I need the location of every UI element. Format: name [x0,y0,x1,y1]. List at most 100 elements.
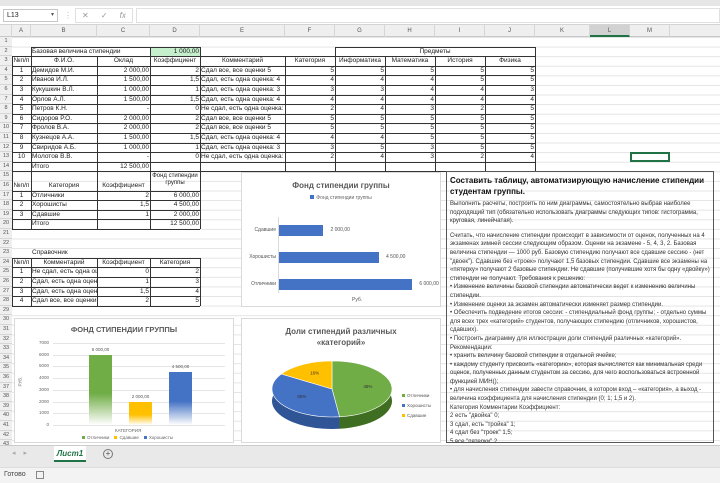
table-cell[interactable]: 3 [330,86,334,93]
table-cell[interactable]: 5 [530,66,534,74]
reference-cell[interactable]: 5 [195,297,199,305]
column-header-H[interactable]: H [385,25,435,37]
row-header-37[interactable]: 37 [0,382,12,393]
column-header-E[interactable]: E [200,25,285,37]
column-header-D[interactable]: D [150,25,200,37]
fund-table-cell[interactable]: 2 000,00 [173,210,199,218]
fund-table-header[interactable]: Категория [48,182,80,189]
table-cell[interactable]: 4 [380,153,384,161]
row-header-14[interactable]: 14 [0,161,12,172]
column-header-F[interactable]: F [285,25,335,37]
base-stipend-value[interactable]: 1 000,00 [150,46,200,57]
add-sheet-icon[interactable]: + [103,449,113,459]
table-cell[interactable]: 5 [530,105,534,113]
row-header-27[interactable]: 27 [0,286,12,297]
table-cell[interactable]: Петров К.Н. [32,105,68,113]
table-cell[interactable]: 2 [330,153,334,161]
row-header-36[interactable]: 36 [0,373,12,383]
reference-header[interactable]: Коэффициент [102,258,145,266]
column-header-A[interactable]: A [12,25,31,37]
table-cell[interactable]: 5 [330,124,334,132]
reference-title[interactable]: Справочник [32,249,68,257]
table-cell[interactable]: 1,5 [189,95,199,103]
column-header-L[interactable]: L [590,25,630,37]
table-cell[interactable]: 3 [530,86,534,93]
table-cell[interactable]: Сдал, есть одна оценка: 3 [201,86,281,93]
table-cell[interactable]: 5 [530,76,534,84]
table-cell[interactable]: 4 [380,95,384,103]
table-cell[interactable]: 3 [19,86,24,93]
reference-cell[interactable]: 0 [145,268,149,276]
table-cell[interactable]: 3 [330,143,334,151]
row-header-12[interactable]: 12 [0,142,12,153]
table-cell[interactable]: Не сдал, есть одна оценка: 2 [201,153,285,161]
table-cell[interactable]: 3 [430,105,434,113]
bar[interactable] [89,354,112,425]
table-cell[interactable]: Орлов А.Л. [32,95,66,103]
task-textbox[interactable]: Составить таблицу, автоматизирующую начи… [446,171,714,443]
table-cell[interactable]: 2 [19,76,24,84]
reference-cell[interactable]: Сдал все, все оценки 5 [32,297,97,305]
table-cell[interactable]: 3 [430,143,434,151]
table-header[interactable]: Коэффициент [153,57,197,65]
reference-cell[interactable]: 2 [19,278,24,285]
fund-total-value[interactable]: 12 500,00 [170,220,199,228]
table-header[interactable]: Физика [499,57,521,65]
row-header-16[interactable]: 16 [0,181,12,191]
table-cell[interactable]: 2 [195,114,199,122]
bar[interactable] [279,225,324,236]
table-cell[interactable]: 9 [19,143,24,151]
macro-record-icon[interactable] [36,471,44,479]
table-cell[interactable]: 4 [380,134,384,141]
fund-table-cell[interactable]: 1 [145,210,149,218]
table-cell[interactable]: 5 [380,143,384,151]
table-cell[interactable]: 4 [430,86,434,93]
table-header[interactable]: Информатика [339,57,381,65]
fund-table-cell[interactable]: 6 000,00 [173,191,199,199]
table-header[interactable]: №п/п [13,57,30,65]
bar[interactable] [169,372,192,425]
row-header-40[interactable]: 40 [0,411,12,421]
table-cell[interactable]: 4 [330,134,334,141]
table-cell[interactable]: 1 000,00 [123,143,149,151]
sheet-tab-list1[interactable]: Лист1 [54,446,86,462]
row-header-1[interactable]: 1 [0,37,12,47]
chart-horizontal-bar[interactable]: Фонд стипендии группы Фонд стипендии груп… [241,172,441,307]
column-header-J[interactable]: J [485,25,535,37]
table-cell[interactable]: 1,5 [189,134,199,141]
table-cell[interactable]: 5 [380,114,384,122]
bar[interactable] [279,252,379,263]
table-cell[interactable]: Сдал все, все оценки 5 [201,66,271,74]
column-header-I[interactable]: I [435,25,485,37]
table-cell[interactable]: Кукушкин В.Л. [32,86,75,93]
table-cell[interactable]: 1 000,00 [123,86,149,93]
fund-table-header[interactable]: Коэффициент [102,182,145,189]
fund-table-cell[interactable]: 4 500,00 [173,201,199,209]
table-cell[interactable]: Иванов И.Л. [32,76,69,84]
row-header-11[interactable]: 11 [0,133,12,143]
table-cell[interactable]: 4 [430,76,434,84]
table-cell[interactable]: 2 [330,105,334,113]
reference-cell[interactable]: 1 [19,268,24,276]
table-cell[interactable]: 5 [530,124,534,132]
table-cell[interactable]: Сдал, есть одна оценка: 4 [201,95,281,103]
row-header-13[interactable]: 13 [0,152,12,162]
reference-cell[interactable]: Не сдал, есть одна оценка: 2 [32,268,97,276]
table-cell[interactable]: Фролов В.А. [32,124,70,132]
table-cell[interactable]: 2 [480,105,484,113]
table-cell[interactable]: 4 [530,95,534,103]
table-cell[interactable]: 5 [19,105,24,113]
row-header-9[interactable]: 9 [0,113,12,124]
cancel-icon[interactable]: ✕ [82,11,89,20]
row-header-22[interactable]: 22 [0,238,12,249]
row-header-10[interactable]: 10 [0,123,12,133]
reference-cell[interactable]: 2 [195,268,199,276]
reference-cell[interactable]: 1 [145,278,149,285]
table-cell[interactable]: 5 [530,134,534,141]
reference-cell[interactable]: 2 [145,297,149,305]
row-header-25[interactable]: 25 [0,267,12,277]
row-header-23[interactable]: 23 [0,248,12,258]
row-header-42[interactable]: 42 [0,430,12,441]
table-cell[interactable]: 2 [195,66,199,74]
table-cell[interactable]: 2 [480,153,484,161]
